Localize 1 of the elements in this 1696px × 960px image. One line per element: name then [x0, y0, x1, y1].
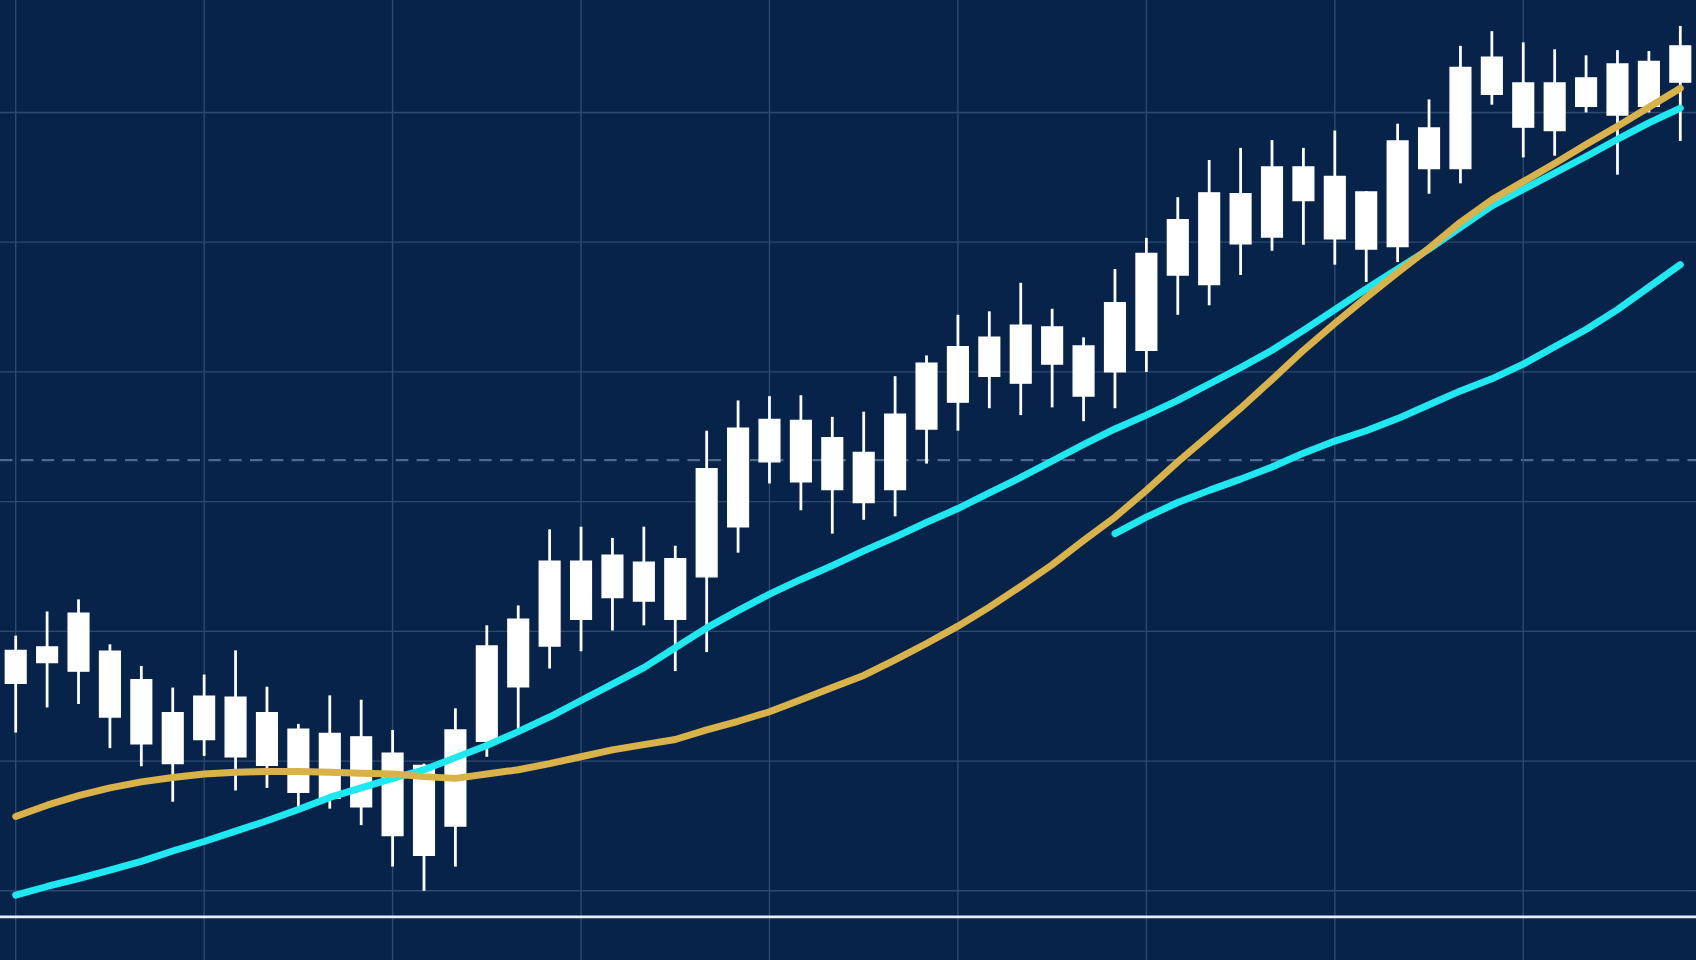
candlestick: [36, 610, 59, 709]
